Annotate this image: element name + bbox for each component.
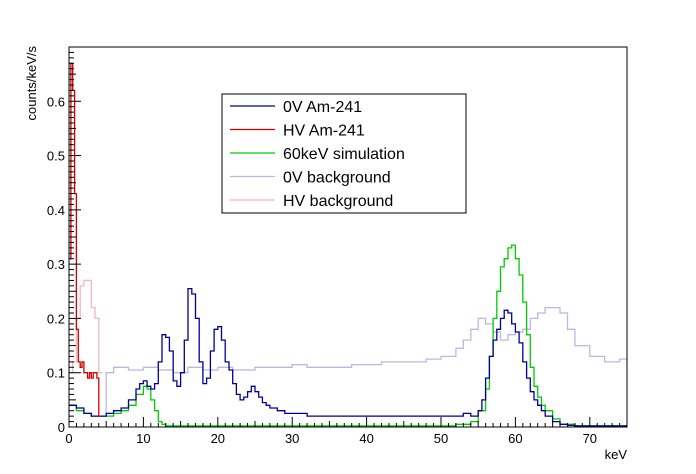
legend-label: 0V Am-241 — [283, 99, 362, 116]
x-tick-label: 30 — [285, 431, 299, 446]
legend-label: HV Am-241 — [283, 123, 365, 140]
legend-label: 0V background — [283, 170, 391, 187]
legend: 0V Am-241 HV Am-241 60keV simulation 0V bac… — [221, 93, 467, 214]
series-layer — [69, 62, 627, 427]
series-line-0v-am-241 — [69, 287, 627, 427]
y-tick-label: 0.6 — [47, 94, 65, 109]
y-tick-label: 0.1 — [47, 366, 65, 381]
series-line-0v-background — [98, 306, 627, 417]
x-tick-label: 10 — [136, 431, 150, 446]
y-tick-label: 0 — [58, 420, 65, 435]
x-tick-label: 70 — [583, 431, 597, 446]
y-tick-label: 0.4 — [47, 203, 65, 218]
x-axis-title: keV — [605, 447, 628, 462]
y-tick-label: 0.2 — [47, 311, 65, 326]
y-tick-label: 0.5 — [47, 149, 65, 164]
x-tick-label: 60 — [508, 431, 522, 446]
x-tick-label: 50 — [434, 431, 448, 446]
x-tick-label: 40 — [359, 431, 373, 446]
axis-tick-labels: 0 10 20 30 40 50 60 70 0 0.1 0.2 0.3 0.4 0.5 0.6 — [47, 94, 597, 446]
x-tick-label: 20 — [211, 431, 225, 446]
legend-label: 60keV simulation — [283, 146, 405, 163]
series-line-hv-am-241 — [69, 62, 101, 417]
axis-ticks — [68, 46, 628, 428]
x-tick-label: 0 — [65, 431, 72, 446]
legend-label: HV background — [283, 193, 393, 210]
y-tick-label: 0.3 — [47, 257, 65, 272]
y-axis-title: counts/keV/s — [24, 46, 39, 121]
series-line-hv-background — [69, 279, 103, 374]
